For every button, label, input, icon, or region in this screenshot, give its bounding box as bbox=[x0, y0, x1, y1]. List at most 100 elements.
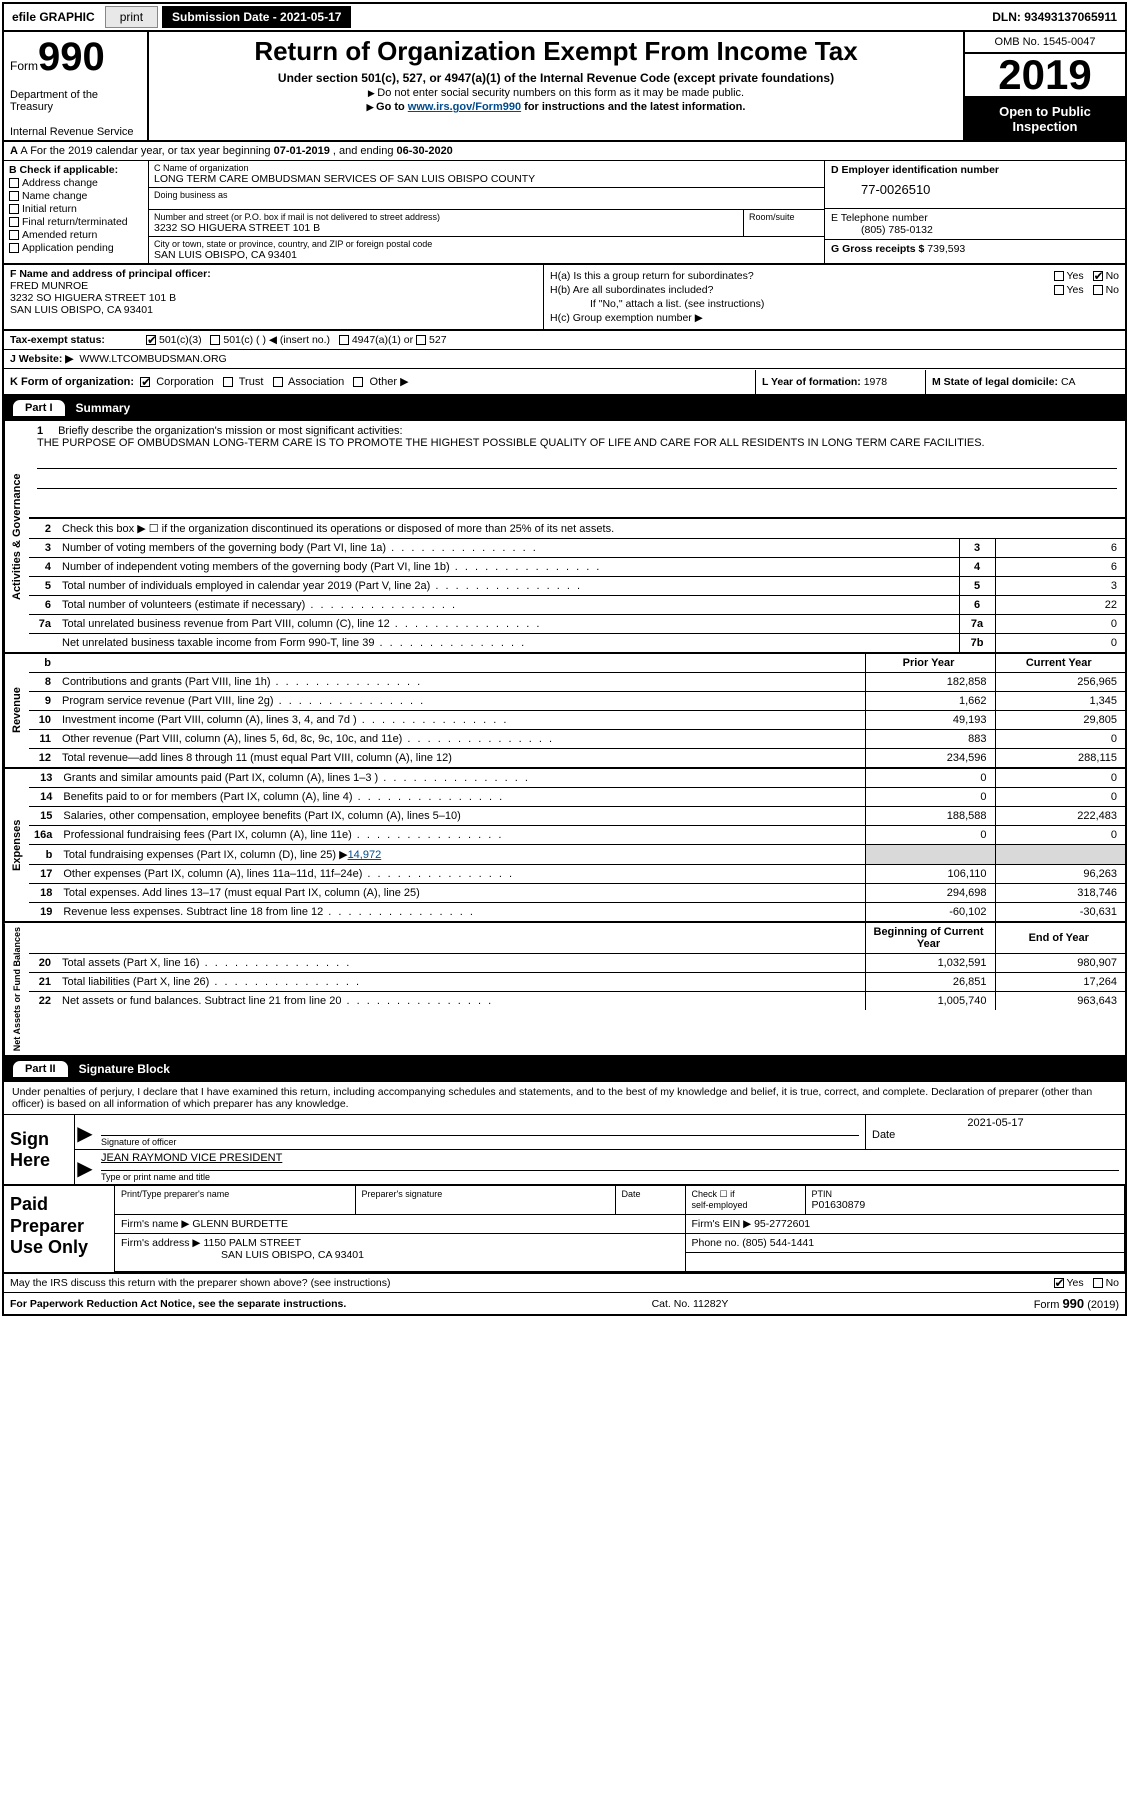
form-word: Form bbox=[10, 59, 38, 73]
ein-value: 77-0026510 bbox=[831, 176, 1119, 205]
col-b-checkboxes: B Check if applicable: Address change Na… bbox=[4, 161, 149, 263]
irs-link[interactable]: www.irs.gov/Form990 bbox=[408, 101, 521, 113]
officer-label: F Name and address of principal officer: bbox=[10, 268, 537, 280]
table-row: 20Total assets (Part X, line 16)1,032,59… bbox=[29, 954, 1125, 973]
part2-header: Part II Signature Block bbox=[4, 1057, 1125, 1082]
org-name: LONG TERM CARE OMBUDSMAN SERVICES OF SAN… bbox=[154, 173, 819, 185]
website-value: WWW.LTCOMBUDSMAN.ORG bbox=[79, 353, 226, 365]
sign-date-cell: 2021-05-17 Date bbox=[865, 1115, 1125, 1149]
table-row: 8Contributions and grants (Part VIII, li… bbox=[29, 673, 1125, 692]
chk-501c3[interactable] bbox=[146, 335, 156, 345]
suite-cell: Room/suite bbox=[744, 210, 824, 236]
website-label: J Website: ▶ bbox=[10, 353, 73, 365]
chk-amended[interactable]: Amended return bbox=[9, 229, 143, 241]
agency-2: Internal Revenue Service bbox=[10, 126, 141, 138]
form-header: Form990 Department of the Treasury Inter… bbox=[4, 32, 1125, 142]
officer-cell: F Name and address of principal officer:… bbox=[4, 265, 544, 329]
suite-label: Room/suite bbox=[749, 212, 819, 222]
footer-mid: Cat. No. 11282Y bbox=[346, 1298, 1033, 1310]
table-row: 14Benefits paid to or for members (Part … bbox=[29, 788, 1125, 807]
subtitle-3: Go to www.irs.gov/Form990 for instructio… bbox=[159, 101, 953, 113]
k-cell: K Form of organization: Corporation Trus… bbox=[4, 369, 755, 394]
efile-label: efile GRAPHIC bbox=[4, 6, 103, 28]
row-klm: K Form of organization: Corporation Trus… bbox=[4, 369, 1125, 396]
table-row: 22Net assets or fund balances. Subtract … bbox=[29, 992, 1125, 1011]
officer-signature-cell: Signature of officer bbox=[95, 1115, 865, 1149]
tax-status-row: Tax-exempt status: 501(c)(3) 501(c) ( ) … bbox=[4, 330, 1125, 350]
period-row: A A For the 2019 calendar year, or tax y… bbox=[4, 142, 1125, 161]
city-value: SAN LUIS OBISPO, CA 93401 bbox=[154, 249, 819, 261]
hb-label: H(b) Are all subordinates included? bbox=[550, 284, 1048, 296]
mission-text: THE PURPOSE OF OMBUDSMAN LONG-TERM CARE … bbox=[37, 437, 985, 449]
section-bcd: B Check if applicable: Address change Na… bbox=[4, 161, 1125, 265]
hc-label: H(c) Group exemption number ▶ bbox=[550, 312, 1119, 324]
ein-cell: D Employer identification number 77-0026… bbox=[825, 161, 1125, 209]
expenses-table: 13Grants and similar amounts paid (Part … bbox=[29, 769, 1125, 921]
org-name-cell: C Name of organization LONG TERM CARE OM… bbox=[149, 161, 824, 188]
city-cell: City or town, state or province, country… bbox=[149, 237, 824, 263]
tax-year: 2019 bbox=[965, 54, 1125, 98]
chk-name[interactable]: Name change bbox=[9, 190, 143, 202]
vtab-governance: Activities & Governance bbox=[4, 421, 29, 652]
chk-501c[interactable] bbox=[210, 335, 220, 345]
gross-cell: G Gross receipts $ 739,593 bbox=[825, 240, 1125, 258]
hb-yesno[interactable]: Yes No bbox=[1048, 284, 1120, 296]
officer-name: FRED MUNROE bbox=[10, 280, 537, 292]
table-row: 16aProfessional fundraising fees (Part I… bbox=[29, 826, 1125, 845]
line2: Check this box ▶ ☐ if the organization d… bbox=[57, 519, 1125, 539]
chk-4947[interactable] bbox=[339, 335, 349, 345]
table-row: 18Total expenses. Add lines 13–17 (must … bbox=[29, 884, 1125, 903]
governance-table: 2Check this box ▶ ☐ if the organization … bbox=[29, 518, 1125, 652]
chk-initial[interactable]: Initial return bbox=[9, 203, 143, 215]
col-c-org: C Name of organization LONG TERM CARE OM… bbox=[149, 161, 825, 263]
part2-tab: Part II bbox=[12, 1060, 69, 1078]
subtitle-2: Do not enter social security numbers on … bbox=[159, 87, 953, 99]
street-label: Number and street (or P.O. box if mail i… bbox=[154, 212, 738, 222]
page-footer: For Paperwork Reduction Act Notice, see … bbox=[4, 1293, 1125, 1314]
city-label: City or town, state or province, country… bbox=[154, 239, 819, 249]
chk-address[interactable]: Address change bbox=[9, 177, 143, 189]
part1-tab: Part I bbox=[12, 399, 66, 417]
chk-other[interactable] bbox=[353, 377, 363, 387]
table-row: 9Program service revenue (Part VIII, lin… bbox=[29, 692, 1125, 711]
chk-final[interactable]: Final return/terminated bbox=[9, 216, 143, 228]
part2-title: Signature Block bbox=[79, 1062, 170, 1076]
dba-cell: Doing business as bbox=[149, 188, 824, 210]
print-button[interactable]: print bbox=[105, 6, 158, 28]
table-row: bTotal fundraising expenses (Part IX, co… bbox=[29, 845, 1125, 865]
preparer-block: Paid Preparer Use Only Print/Type prepar… bbox=[4, 1186, 1125, 1274]
discuss-row: May the IRS discuss this return with the… bbox=[4, 1274, 1125, 1293]
mission-cell: 1 Briefly describe the organization's mi… bbox=[29, 421, 1125, 518]
period-mid: , and ending bbox=[330, 145, 397, 157]
m-cell: M State of legal domicile: CA bbox=[925, 370, 1125, 394]
table-row: 10Investment income (Part VIII, column (… bbox=[29, 711, 1125, 730]
vtab-netassets: Net Assets or Fund Balances bbox=[4, 923, 29, 1055]
part1-header: Part I Summary bbox=[4, 396, 1125, 421]
table-row: 12Total revenue—add lines 8 through 11 (… bbox=[29, 749, 1125, 768]
subtitle-1: Under section 501(c), 527, or 4947(a)(1)… bbox=[159, 71, 953, 85]
line1-num: 1 bbox=[37, 425, 55, 437]
mission-label: Briefly describe the organization's miss… bbox=[58, 425, 402, 437]
chk-527[interactable] bbox=[416, 335, 426, 345]
gross-label: G Gross receipts $ bbox=[831, 243, 927, 255]
agency-1: Department of the Treasury bbox=[10, 89, 141, 113]
header-right: OMB No. 1545-0047 2019 Open to Public In… bbox=[965, 32, 1125, 140]
chk-trust[interactable] bbox=[223, 377, 233, 387]
ha-yesno[interactable]: Yes No bbox=[1048, 270, 1120, 282]
vtab-revenue: Revenue bbox=[4, 654, 29, 767]
chk-corp[interactable] bbox=[140, 377, 150, 387]
discuss-yesno[interactable]: Yes No bbox=[1048, 1277, 1120, 1289]
table-row: 11Other revenue (Part VIII, column (A), … bbox=[29, 730, 1125, 749]
fundraising-link[interactable]: 14,972 bbox=[348, 849, 382, 861]
sub3-a: Go to bbox=[376, 101, 408, 113]
street-value: 3232 SO HIGUERA STREET 101 B bbox=[154, 222, 738, 234]
website-row: J Website: ▶ WWW.LTCOMBUDSMAN.ORG bbox=[4, 350, 1125, 369]
part1-title: Summary bbox=[76, 401, 131, 415]
discuss-question: May the IRS discuss this return with the… bbox=[10, 1277, 1048, 1289]
chk-pending[interactable]: Application pending bbox=[9, 242, 143, 254]
sign-here-label: Sign Here bbox=[4, 1115, 74, 1184]
chk-assoc[interactable] bbox=[273, 377, 283, 387]
col-d-right: D Employer identification number 77-0026… bbox=[825, 161, 1125, 263]
officer-addr2: SAN LUIS OBISPO, CA 93401 bbox=[10, 304, 537, 316]
k-label: K Form of organization: bbox=[10, 376, 134, 388]
